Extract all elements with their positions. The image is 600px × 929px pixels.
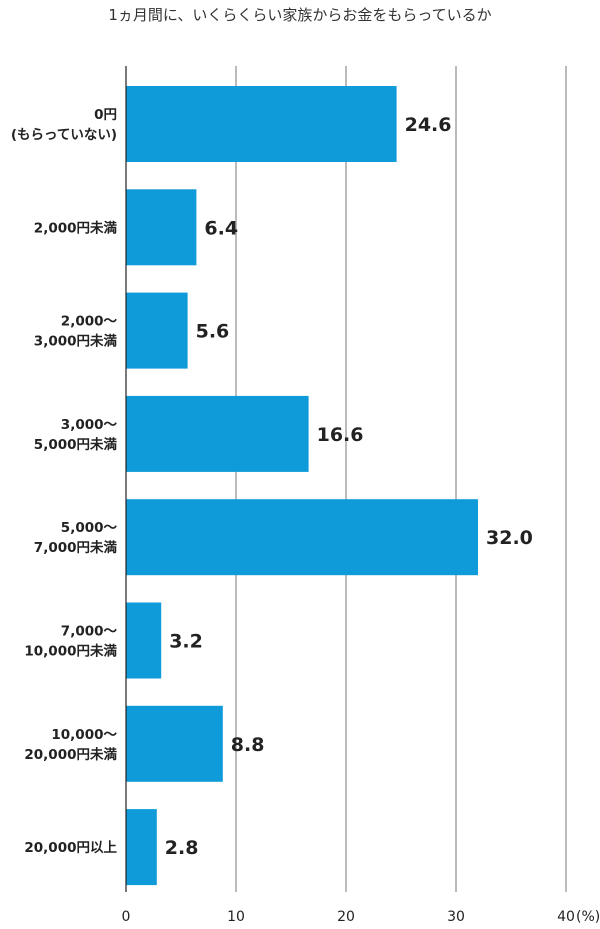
x-tick-label: 10 (227, 909, 245, 925)
category-label: (もらっていない) (11, 127, 117, 143)
category-label: 7,000円未満 (34, 539, 118, 556)
bars (126, 86, 478, 886)
category-label: 5,000～ (61, 520, 118, 536)
data-label: 16.6 (317, 424, 364, 446)
bar (126, 189, 197, 266)
data-label: 5.6 (196, 321, 230, 343)
category-label: 3,000円未満 (34, 333, 118, 350)
category-label: 0円 (94, 107, 117, 123)
bar (126, 395, 309, 472)
gridlines (235, 66, 567, 892)
category-label: 10,000円未満 (24, 643, 117, 660)
bar (126, 292, 188, 369)
bar (126, 809, 157, 886)
labels: 0 10 20 30 40 (%) 24.6 0円 (もらっていない) 6.4 2,000円未満 5.… (11, 107, 600, 925)
category-label: 20,000円未満 (24, 746, 117, 763)
category-label: 20,000円以上 (24, 840, 117, 856)
bar (126, 705, 223, 782)
data-label: 3.2 (169, 631, 203, 653)
category-label: 2,000円未満 (34, 219, 118, 236)
x-tick-label: 20 (337, 909, 355, 925)
data-label: 24.6 (405, 114, 452, 136)
bar (126, 499, 478, 576)
x-tick-label: 0 (122, 909, 131, 925)
chart-title: 1ヵ月間に、いくらくらい家族からお金をもらっているか (108, 6, 492, 24)
category-label: 10,000～ (51, 727, 117, 743)
data-label: 8.8 (231, 734, 265, 756)
bar (126, 602, 162, 679)
x-tick-label: 30 (447, 909, 465, 925)
category-label: 7,000～ (61, 624, 118, 640)
category-label: 5,000円未満 (34, 436, 118, 453)
bar (126, 86, 397, 162)
data-label: 32.0 (486, 527, 533, 549)
data-label: 2.8 (165, 837, 199, 859)
x-tick-label: 40 (557, 909, 575, 925)
data-label: 6.4 (204, 217, 238, 239)
x-unit-label: (%) (576, 909, 600, 925)
category-label: 3,000～ (61, 417, 118, 433)
category-label: 2,000～ (61, 314, 118, 330)
